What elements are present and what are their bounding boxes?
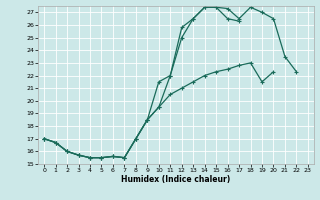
X-axis label: Humidex (Indice chaleur): Humidex (Indice chaleur) (121, 175, 231, 184)
